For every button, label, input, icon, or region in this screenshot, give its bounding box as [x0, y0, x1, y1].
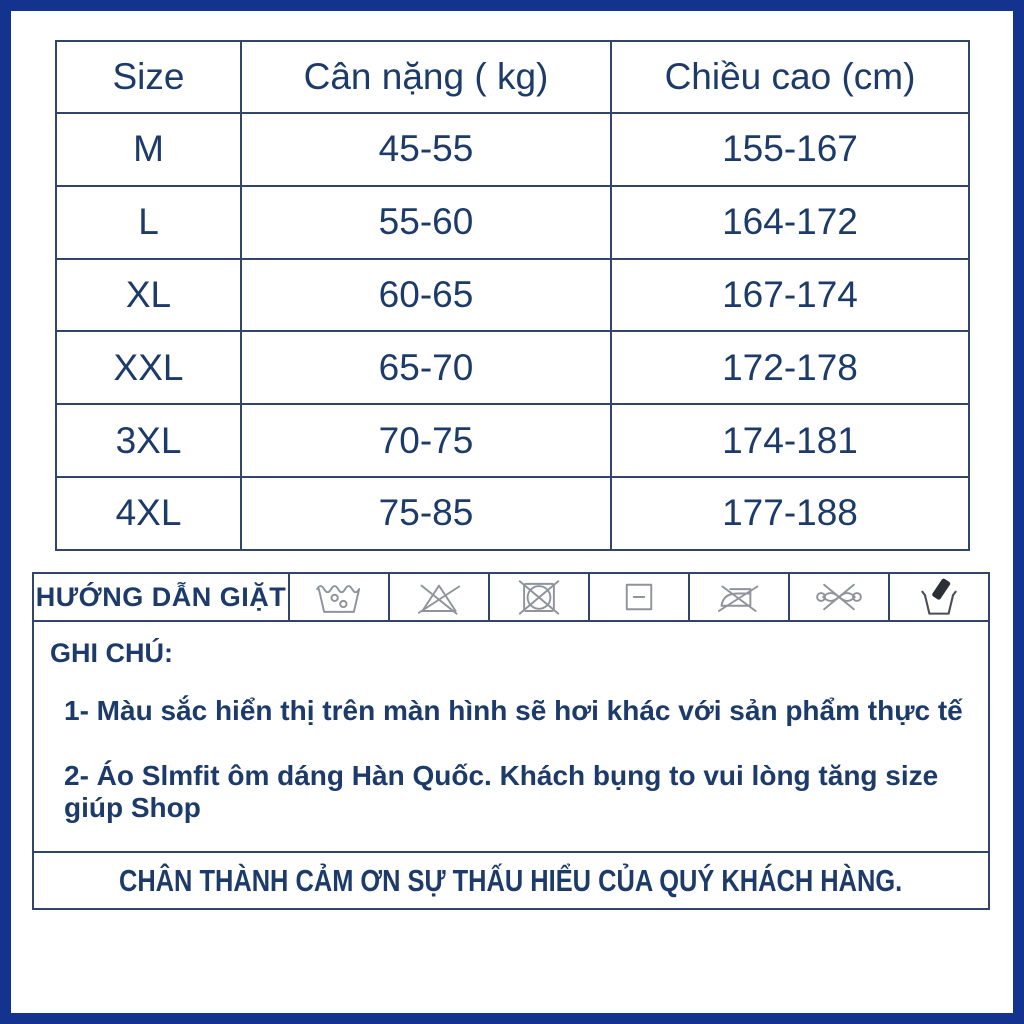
table-row: XXL 65-70 172-178	[55, 330, 970, 406]
col-header-size: Size	[55, 40, 242, 114]
notes-box: GHI CHÚ: 1- Màu sắc hiển thị trên màn hì…	[32, 620, 990, 888]
weight-cell: 60-65	[240, 257, 612, 333]
weight-cell: 45-55	[240, 112, 612, 187]
col-header-weight: Cân nặng ( kg)	[240, 40, 612, 114]
table-row: 4XL 75-85 177-188	[55, 475, 970, 551]
thank-you-message: CHÂN THÀNH CẢM ƠN SỰ THẤU HIỂU CỦA QUÝ K…	[119, 862, 903, 898]
care-instructions-bar: HƯỚNG DẪN GIẶT	[32, 572, 990, 622]
table-row: 3XL 70-75 174-181	[55, 403, 970, 478]
weight-cell: 70-75	[240, 403, 612, 478]
wash-tub-icon	[290, 574, 390, 620]
size-cell: XXL	[55, 330, 242, 406]
height-cell: 174-181	[610, 403, 970, 478]
do-not-wring-icon	[790, 574, 890, 620]
table-row: XL 60-65 167-174	[55, 257, 970, 333]
height-cell: 164-172	[610, 184, 970, 260]
size-cell: L	[55, 184, 242, 260]
table-row: M 45-55 155-167	[55, 112, 970, 187]
size-cell: 3XL	[55, 403, 242, 478]
weight-cell: 75-85	[240, 475, 612, 551]
weight-cell: 55-60	[240, 184, 612, 260]
do-not-tumble-dry-icon	[490, 574, 590, 620]
do-not-dye-icon	[890, 574, 988, 620]
dry-flat-icon	[590, 574, 690, 620]
height-cell: 177-188	[610, 475, 970, 551]
table-header-row: Size Cân nặng ( kg) Chiều cao (cm)	[55, 40, 970, 114]
height-cell: 167-174	[610, 257, 970, 333]
notes-title: GHI CHÚ:	[50, 638, 173, 668]
size-cell: XL	[55, 257, 242, 333]
note-line-2: 2- Áo Slmfit ôm dáng Hàn Quốc. Khách bụn…	[64, 760, 939, 823]
size-table: Size Cân nặng ( kg) Chiều cao (cm) M 45-…	[55, 40, 970, 551]
thank-you-bar: CHÂN THÀNH CẢM ƠN SỰ THẤU HIỂU CỦA QUÝ K…	[32, 851, 990, 910]
col-header-height: Chiều cao (cm)	[610, 40, 970, 114]
do-not-bleach-icon	[390, 574, 490, 620]
note-line-1: 1- Màu sắc hiển thị trên màn hình sẽ hơi…	[64, 695, 963, 726]
weight-cell: 65-70	[240, 330, 612, 406]
care-instructions-label: HƯỚNG DẪN GIẶT	[34, 574, 290, 620]
do-not-iron-icon	[690, 574, 790, 620]
height-cell: 172-178	[610, 330, 970, 406]
height-cell: 155-167	[610, 112, 970, 187]
size-cell: 4XL	[55, 475, 242, 551]
size-cell: M	[55, 112, 242, 187]
table-row: L 55-60 164-172	[55, 184, 970, 260]
